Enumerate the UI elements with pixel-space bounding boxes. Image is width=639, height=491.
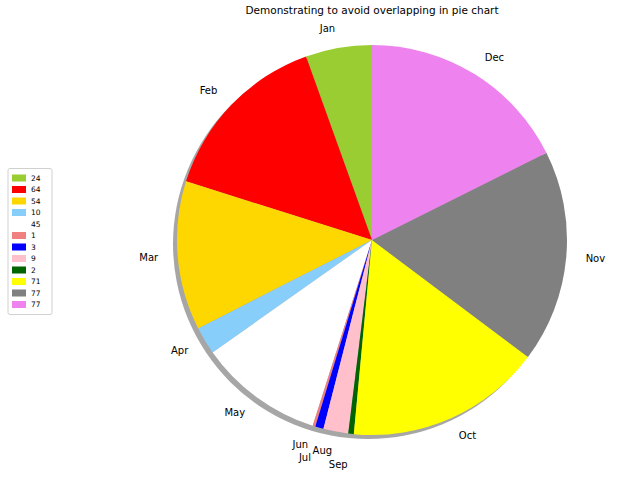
- slice-label: Jul: [298, 452, 311, 463]
- legend-swatch: [12, 175, 26, 182]
- legend-label: 64: [31, 185, 41, 194]
- legend-swatch: [12, 186, 26, 193]
- slice-label: Jan: [319, 23, 335, 34]
- legend-label: 1: [31, 231, 36, 240]
- slice-label: Aug: [313, 445, 333, 456]
- legend-swatch: [12, 278, 26, 285]
- legend-label: 77: [31, 289, 41, 298]
- pie-slice: [372, 45, 546, 240]
- legend-swatch: [12, 267, 26, 274]
- legend-swatch: [12, 301, 26, 308]
- chart: Demonstrating to avoid overlapping in pi…: [0, 0, 639, 491]
- legend-label: 77: [31, 300, 41, 309]
- slice-label: Sep: [329, 459, 348, 470]
- slice-label: Apr: [171, 345, 189, 356]
- legend-label: 3: [31, 243, 36, 252]
- pie: [173, 45, 567, 439]
- legend-label: 71: [31, 277, 41, 286]
- legend-swatch: [12, 290, 26, 297]
- legend-swatch: [12, 198, 26, 205]
- slice-label: Nov: [586, 253, 606, 264]
- legend-swatch: [12, 255, 26, 262]
- slice-label: Feb: [200, 85, 218, 96]
- slice-label: May: [224, 407, 245, 418]
- legend-frame: [8, 169, 52, 315]
- legend-label: 9: [31, 254, 36, 263]
- legend-swatch: [12, 221, 26, 228]
- legend-swatch: [12, 209, 26, 216]
- slice-label: Mar: [139, 252, 159, 263]
- legend-label: 10: [31, 208, 41, 217]
- legend-swatch: [12, 244, 26, 251]
- title: Demonstrating to avoid overlapping in pi…: [245, 4, 498, 16]
- legend-label: 24: [31, 174, 41, 183]
- legend-label: 54: [31, 197, 41, 206]
- slice-label: Oct: [459, 430, 476, 441]
- legend-label: 2: [31, 266, 36, 275]
- slice-label: Jun: [292, 439, 309, 450]
- slice-label: Dec: [485, 52, 504, 63]
- legend-label: 45: [31, 220, 41, 229]
- legend: 24 64 54 10 45 1 3 9 2 71 77 77: [8, 169, 52, 315]
- legend-swatch: [12, 232, 26, 239]
